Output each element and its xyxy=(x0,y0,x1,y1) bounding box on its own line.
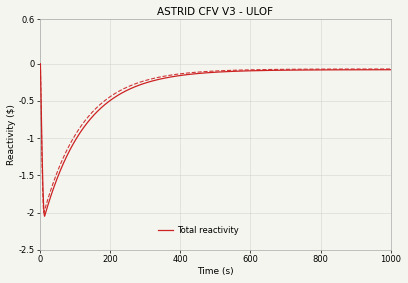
Legend: Total reactivity: Total reactivity xyxy=(154,223,242,239)
Total reactivity xyxy=(388,68,393,71)
Total reactivity xyxy=(299,68,304,72)
X-axis label: Time (s): Time (s) xyxy=(197,267,234,276)
Total reactivity xyxy=(42,215,47,218)
Total reactivity xyxy=(248,69,253,72)
Total reactivity xyxy=(172,75,177,78)
Total reactivity xyxy=(38,62,43,65)
Total reactivity xyxy=(102,104,106,107)
Line: Total reactivity: Total reactivity xyxy=(40,64,390,216)
Y-axis label: Reactivity ($): Reactivity ($) xyxy=(7,104,16,165)
Total reactivity xyxy=(266,69,271,72)
Title: ASTRID CFV V3 - ULOF: ASTRID CFV V3 - ULOF xyxy=(157,7,273,17)
Total reactivity xyxy=(326,68,331,72)
